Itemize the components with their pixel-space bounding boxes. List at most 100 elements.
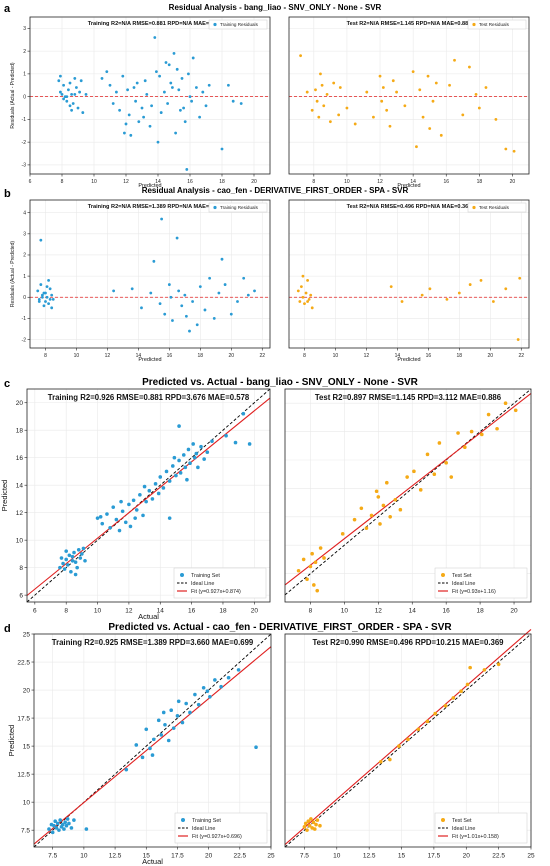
suptitle-b: Residual Analysis - cao_fen - DERIVATIVE…	[142, 186, 409, 195]
data-point	[306, 278, 309, 282]
data-point	[378, 522, 382, 526]
data-point	[147, 488, 152, 493]
x-tick-label: 8	[312, 179, 315, 185]
data-point	[319, 72, 322, 76]
data-point	[313, 560, 318, 565]
legend: Training Set Ideal Line Fit (y=0.927x+0.87…	[173, 567, 267, 599]
data-point	[118, 108, 121, 112]
data-point	[62, 83, 65, 87]
x-tick-label: 10	[80, 853, 88, 860]
data-point	[204, 104, 208, 108]
x-tick-label: 17.5	[171, 853, 184, 860]
x-tick-label: 10	[333, 353, 339, 359]
data-point	[131, 498, 136, 503]
y-tick-label: 25	[23, 631, 31, 638]
x-tick-label: 18	[198, 353, 204, 359]
data-point	[203, 308, 207, 312]
data-point	[253, 289, 256, 293]
data-point	[195, 323, 199, 327]
data-point	[169, 295, 173, 299]
plots-layer: 6 8 10 12 14 16 18 20-3-2-10123PredictedResidua…	[0, 16, 535, 866]
data-point	[68, 104, 72, 108]
data-point	[181, 453, 186, 457]
data-point	[379, 760, 383, 764]
data-point	[418, 488, 423, 492]
data-point	[73, 560, 78, 564]
x-tick-label: 18	[457, 353, 463, 359]
x-tick-label: 7.5	[48, 853, 57, 860]
data-point	[67, 88, 70, 92]
data-point	[184, 314, 188, 318]
data-point	[57, 79, 61, 83]
data-point	[425, 452, 430, 457]
data-point	[67, 553, 72, 558]
legend-label: Test Set	[452, 573, 472, 579]
data-point	[70, 558, 75, 563]
data-point	[69, 826, 74, 830]
y-tick-label: 15	[23, 743, 31, 750]
data-point	[185, 168, 189, 171]
data-point	[389, 285, 393, 289]
y-tick-label: 2	[23, 253, 26, 259]
data-point	[47, 827, 51, 831]
panel-letter-a: a	[4, 3, 11, 15]
data-point	[433, 711, 437, 716]
data-point	[176, 699, 181, 704]
data-point	[134, 743, 139, 747]
data-point	[372, 115, 375, 119]
panel-letter-b: b	[4, 188, 11, 200]
data-point	[220, 147, 224, 151]
data-point	[299, 54, 302, 58]
legend-box	[467, 19, 527, 30]
data-point	[461, 113, 465, 117]
data-point	[158, 475, 163, 479]
data-point	[98, 515, 103, 519]
data-point	[70, 92, 73, 96]
data-point	[395, 90, 398, 94]
data-point	[188, 710, 192, 715]
data-point	[148, 124, 152, 128]
data-point	[196, 702, 201, 707]
data-point	[456, 431, 460, 435]
data-point	[59, 74, 62, 78]
data-point	[166, 738, 171, 743]
y-tick-label: 16	[16, 455, 24, 462]
legend-label: Training Residuals	[220, 22, 259, 27]
legend-marker-points	[180, 573, 184, 577]
data-point	[205, 689, 210, 693]
data-point	[51, 297, 55, 301]
x-tick-label: 8	[309, 608, 313, 615]
data-point	[39, 283, 43, 286]
x-tick-label: 20	[251, 179, 257, 185]
x-tick-label: 14	[395, 353, 401, 359]
data-point	[185, 477, 189, 482]
chart-0: 6 8 10 12 14 16 18 20-3-2-10123PredictedResidua…	[10, 16, 271, 189]
data-point	[208, 276, 212, 280]
legend-marker	[213, 205, 217, 210]
y-tick-label: -1	[22, 316, 27, 322]
x-tick-label: 8	[64, 608, 68, 615]
data-point	[465, 682, 470, 687]
data-point	[296, 568, 301, 573]
x-tick-label: 12.5	[363, 853, 376, 860]
data-point	[320, 83, 324, 87]
data-point	[70, 554, 75, 559]
data-point	[353, 122, 357, 126]
data-point	[459, 689, 463, 693]
data-point	[76, 106, 80, 110]
data-point	[65, 99, 69, 103]
data-point	[233, 440, 238, 445]
legend-box	[434, 812, 528, 844]
data-point	[298, 300, 302, 303]
data-point	[108, 525, 112, 530]
data-point	[42, 291, 46, 295]
data-point	[151, 737, 156, 742]
x-axis-label: Predicted	[397, 357, 420, 363]
data-point	[169, 708, 174, 713]
data-point	[134, 99, 138, 103]
data-point	[135, 81, 139, 85]
data-point	[338, 86, 342, 89]
x-axis-label: Actual	[138, 612, 159, 621]
data-point	[219, 684, 223, 689]
data-point	[415, 145, 418, 149]
